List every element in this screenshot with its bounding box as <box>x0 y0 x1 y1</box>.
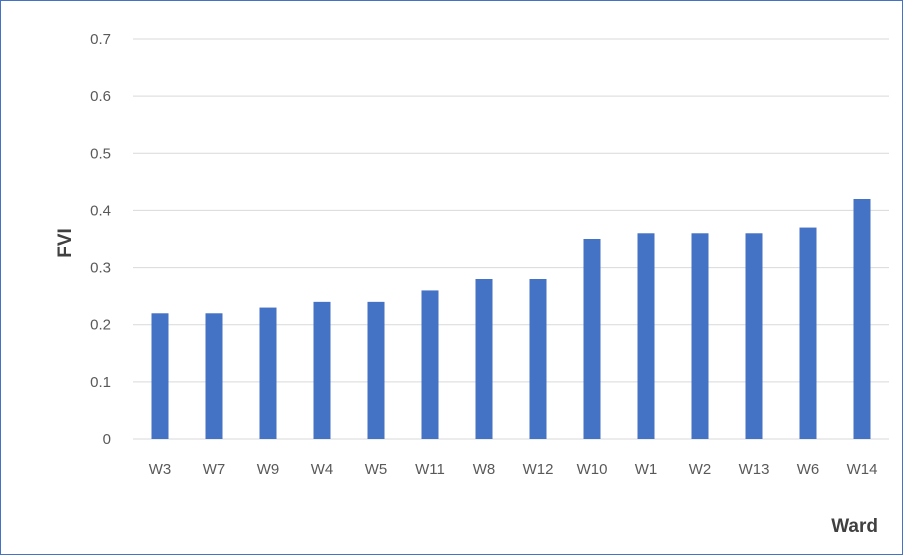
bar-w12 <box>529 279 547 439</box>
bar-w6 <box>799 227 817 439</box>
y-tick-label: 0.5 <box>90 145 111 162</box>
x-tick-label: W8 <box>473 461 496 478</box>
y-tick-label: 0.1 <box>90 374 111 391</box>
bar-w1 <box>637 233 655 439</box>
bar-w9 <box>259 307 277 439</box>
y-axis-title: FVI <box>55 228 76 258</box>
bar-w3 <box>151 313 169 439</box>
x-tick-label: W12 <box>523 461 554 478</box>
x-tick-label: W4 <box>311 461 334 478</box>
bar-w4 <box>313 301 331 439</box>
x-tick-label: W5 <box>365 461 388 478</box>
y-tick-label: 0.3 <box>90 260 111 277</box>
x-tick-labels: W3 W7 W9 W4 W5 W11 W8 W12 W10 W1 W2 W13 W6 W14 <box>149 461 878 478</box>
bar-w7 <box>205 313 223 439</box>
y-tick-label: 0.7 <box>90 31 111 48</box>
x-tick-label: W9 <box>257 461 280 478</box>
x-tick-label: W13 <box>739 461 770 478</box>
bar-w8 <box>475 279 493 439</box>
y-tick-labels: 0 0.1 0.2 0.3 0.4 0.5 0.6 0.7 <box>90 31 111 448</box>
x-tick-label: W14 <box>847 461 878 478</box>
y-tick-label: 0.4 <box>90 202 111 219</box>
x-axis-title: Ward <box>831 516 878 537</box>
x-tick-label: W6 <box>797 461 820 478</box>
y-tick-label: 0.6 <box>90 88 111 105</box>
x-tick-label: W7 <box>203 461 226 478</box>
gridlines <box>133 38 889 440</box>
x-tick-label: W2 <box>689 461 712 478</box>
bar-w5 <box>367 301 385 439</box>
bar-w11 <box>421 290 439 439</box>
x-tick-label: W10 <box>577 461 608 478</box>
y-tick-label: 0 <box>103 431 111 448</box>
bar-w14 <box>853 199 871 439</box>
bar-w2 <box>691 233 709 439</box>
x-tick-label: W3 <box>149 461 172 478</box>
x-tick-label: W1 <box>635 461 658 478</box>
x-tick-label: W11 <box>415 461 445 478</box>
bar-w10 <box>583 239 601 439</box>
bar-w13 <box>745 233 763 439</box>
bars <box>151 199 871 439</box>
y-tick-label: 0.2 <box>90 317 111 334</box>
